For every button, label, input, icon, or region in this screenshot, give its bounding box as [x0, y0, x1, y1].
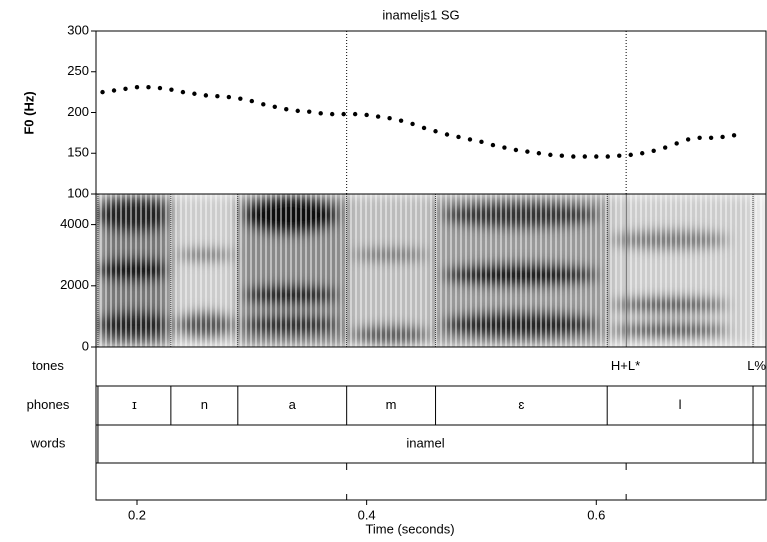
- f0-point: [479, 139, 484, 145]
- f0-point: [525, 149, 530, 154]
- y-tick-label: 0: [82, 338, 89, 353]
- interval-label: n: [201, 397, 208, 412]
- f0-point: [720, 134, 725, 140]
- f0-point: [134, 85, 140, 90]
- f0-point: [169, 87, 174, 92]
- chart-title: inamelįs1 SG: [382, 7, 459, 22]
- interval-label: a: [289, 397, 297, 412]
- interval-label: ɛ: [518, 397, 524, 412]
- f0-point: [375, 114, 381, 119]
- f0-point: [284, 107, 289, 112]
- f0-point: [272, 104, 277, 109]
- f0-point: [708, 135, 714, 140]
- x-tick-label: 0.2: [128, 507, 146, 522]
- interval-label: l: [679, 397, 682, 412]
- f0-point: [490, 142, 496, 148]
- f0-point: [238, 96, 243, 101]
- interval-label: m: [386, 397, 397, 412]
- f0-point: [559, 153, 565, 158]
- f0-point: [433, 129, 438, 134]
- f0-point: [364, 112, 369, 118]
- f0-point: [731, 133, 737, 138]
- tone-label: L%: [747, 358, 766, 373]
- f0-point: [146, 85, 151, 90]
- f0-point: [203, 93, 209, 98]
- tier-name: words: [30, 435, 66, 450]
- f0-point: [582, 154, 588, 159]
- f0-point: [662, 145, 668, 150]
- tier-name: tones: [32, 358, 64, 373]
- x-tick-label: 0.4: [358, 507, 376, 522]
- f0-point: [123, 86, 128, 92]
- f0-point: [605, 154, 610, 159]
- y-tick-label: 4000: [60, 216, 89, 231]
- x-axis-label: Time (seconds): [365, 521, 454, 536]
- interval-label: inamel: [406, 435, 444, 450]
- f0-point: [215, 94, 220, 99]
- x-tick-label: 0.6: [587, 507, 605, 522]
- y-tick-label: 100: [67, 185, 89, 200]
- y-tick-label: 300: [67, 22, 89, 37]
- f0-point: [387, 116, 392, 121]
- interval-label: ɪ: [132, 397, 137, 412]
- f0-point: [318, 111, 323, 116]
- f0-point: [548, 152, 553, 158]
- f0-point: [571, 154, 576, 159]
- y-tick-label: 150: [67, 145, 89, 160]
- f0-point: [594, 154, 599, 159]
- f0-point: [467, 137, 473, 142]
- f0-point: [444, 132, 450, 137]
- f0-point: [398, 118, 404, 123]
- f0-point: [628, 152, 633, 158]
- f0-point: [502, 145, 507, 150]
- f0-point: [421, 125, 427, 131]
- f0-point: [341, 111, 346, 117]
- f0-point: [513, 147, 519, 153]
- f0-point: [261, 102, 266, 107]
- y-tick-label: 2000: [60, 277, 89, 292]
- f0-point: [651, 148, 656, 154]
- f0-point: [249, 98, 255, 104]
- f0-point: [100, 89, 105, 95]
- f0-point: [410, 121, 415, 127]
- f0-point: [640, 151, 645, 156]
- f0-point: [157, 85, 163, 91]
- f0-point: [295, 108, 300, 114]
- y-tick-label: 250: [67, 63, 89, 78]
- y-axis-label: F0 (Hz): [21, 91, 36, 134]
- f0-point: [180, 89, 186, 95]
- f0-point: [674, 141, 679, 146]
- tone-label: H+L*: [611, 358, 640, 373]
- f0-point: [685, 137, 691, 142]
- y-tick-label: 200: [67, 104, 89, 119]
- tier-name: phones: [27, 397, 70, 412]
- f0-point: [192, 91, 197, 96]
- spectrogram-image: [96, 194, 766, 347]
- f0-point: [536, 151, 542, 156]
- f0-point: [307, 109, 312, 114]
- f0-point: [697, 135, 702, 140]
- f0-point: [226, 94, 232, 100]
- f0-point: [352, 111, 358, 117]
- f0-point: [456, 134, 461, 140]
- f0-point: [329, 111, 335, 117]
- f0-point: [111, 88, 117, 93]
- f0-point: [617, 153, 622, 158]
